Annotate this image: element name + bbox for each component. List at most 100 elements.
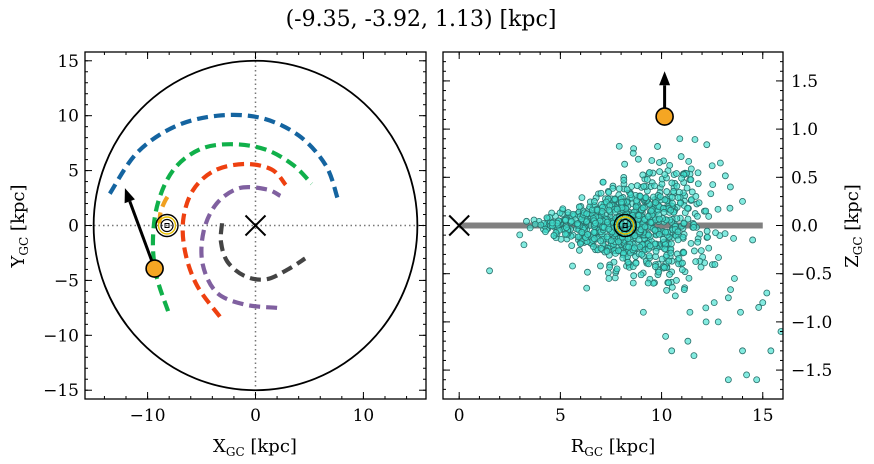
velocity-arrow	[124, 188, 157, 270]
star-point	[684, 215, 692, 223]
star-point	[687, 239, 695, 247]
star-point	[592, 219, 599, 227]
star-point	[597, 244, 605, 252]
star-point	[674, 194, 682, 201]
star-point	[673, 276, 680, 284]
star-point	[711, 261, 719, 268]
star-point	[680, 286, 688, 293]
star-point	[688, 196, 695, 203]
star-point	[520, 241, 528, 249]
xy-y-tick-label: 5	[68, 162, 79, 182]
star-point	[678, 266, 686, 274]
rz-galactic-center-marker	[448, 214, 470, 237]
rz-y-tick-label: 0.0	[791, 217, 818, 237]
xy-x-tick-label: 10	[353, 406, 375, 426]
star-point	[688, 188, 696, 196]
star-point	[645, 260, 653, 268]
rz-y-tick-label: −1.0	[791, 313, 832, 333]
star-point	[661, 264, 668, 271]
star-point	[603, 218, 611, 226]
star-point	[568, 242, 576, 249]
rz-y-tick-label: −1.5	[791, 361, 832, 381]
star-point	[550, 232, 558, 239]
star-point	[656, 168, 663, 176]
star-point	[702, 207, 710, 215]
star-point	[694, 180, 702, 188]
xy-x-tick-label: −10	[130, 406, 166, 426]
star-point	[590, 198, 598, 205]
star-point	[640, 182, 648, 190]
star-point	[708, 162, 716, 170]
xy-y-tick-label: 0	[68, 217, 79, 237]
star-point	[569, 210, 577, 218]
rz-plane-panel: 0 5 10 15 −1.5 −1.0 −0.5 0.0 0.5 1.0 1.5 RGC [kpc]…	[442, 51, 865, 459]
star-point	[633, 197, 640, 205]
star-point	[605, 188, 613, 196]
star-point	[684, 337, 692, 345]
rz-y-tick-label: 1.0	[791, 120, 818, 140]
star-point	[730, 234, 737, 242]
star-point	[633, 182, 641, 190]
star-point	[630, 272, 638, 280]
star-point	[674, 228, 682, 236]
star-point	[668, 283, 676, 291]
rz-y-tick-label: 0.5	[791, 168, 818, 188]
xy-x-axis-label: XGC [kpc]	[213, 436, 297, 459]
star-point	[658, 255, 666, 263]
star-point	[749, 236, 757, 244]
star-point	[604, 269, 612, 277]
star-point	[694, 169, 702, 177]
star-point	[590, 228, 598, 236]
star-point	[638, 250, 646, 258]
star-point	[578, 194, 586, 202]
star-point	[684, 204, 691, 212]
star-point	[691, 136, 699, 143]
spiral-arm-2	[150, 142, 314, 312]
star-point	[639, 308, 647, 316]
star-point	[666, 161, 674, 169]
star-point	[693, 212, 701, 220]
star-point	[643, 176, 651, 183]
star-point	[763, 289, 771, 297]
spiral-arm-3	[157, 191, 173, 224]
star-point	[639, 204, 647, 212]
star-point	[667, 249, 675, 257]
star-point	[537, 221, 545, 229]
star-point	[648, 157, 656, 164]
star-point	[715, 254, 722, 261]
star-point	[647, 207, 655, 215]
star-point	[661, 171, 669, 178]
star-point	[665, 257, 673, 265]
star-point	[737, 308, 744, 316]
star-point	[661, 245, 669, 253]
star-point	[575, 203, 583, 211]
star-point	[620, 176, 628, 184]
star-point	[613, 265, 621, 273]
star-point	[590, 243, 597, 251]
xy-y-axis-label: YGC [kpc]	[8, 185, 31, 269]
star-point	[685, 158, 693, 165]
star-point	[637, 271, 645, 279]
star-point	[646, 242, 654, 250]
star-point	[633, 221, 641, 229]
xy-x-tick-label: 0	[250, 406, 261, 426]
star-point	[618, 198, 625, 206]
star-point	[692, 258, 700, 266]
star-point	[655, 268, 663, 276]
star-point	[679, 259, 686, 267]
star-point	[597, 237, 605, 245]
star-point	[636, 243, 644, 251]
star-point	[655, 230, 663, 238]
star-point	[668, 347, 676, 355]
xy-y-tick-label: 15	[57, 52, 79, 72]
star-point	[663, 286, 671, 294]
star-point	[755, 304, 763, 311]
star-point	[642, 194, 650, 201]
star-point	[680, 219, 688, 227]
star-point	[655, 215, 663, 223]
star-point	[677, 153, 685, 160]
star-point	[663, 188, 671, 195]
star-point	[562, 224, 570, 231]
star-point	[695, 199, 703, 207]
star-point	[661, 196, 669, 204]
